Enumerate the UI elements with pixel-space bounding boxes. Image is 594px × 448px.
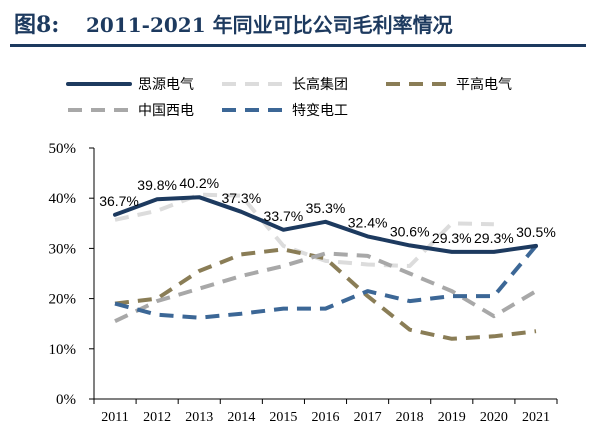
data-label: 33.7%: [264, 208, 304, 224]
y-tick-label: 30%: [49, 241, 77, 257]
data-label: 29.3%: [474, 230, 514, 246]
data-label: 30.5%: [516, 224, 556, 240]
data-label: 32.4%: [348, 214, 388, 230]
data-label: 30.6%: [390, 223, 430, 239]
x-tick-label: 2021: [522, 410, 550, 425]
legend-label-4: 特变电工: [292, 103, 348, 119]
y-tick-label: 10%: [49, 342, 77, 358]
data-label: 39.8%: [137, 177, 177, 193]
x-tick-label: 2016: [312, 410, 340, 425]
data-labels: 36.7%39.8% 40.2%37.3%33.7%35.3%32.4%30.6%…: [99, 175, 556, 246]
figure-title: 2011-2021 年同业可比公司毛利率情况: [86, 13, 453, 37]
x-tick-label: 2018: [396, 410, 424, 425]
series-line-2: [114, 247, 537, 341]
header-underline: [10, 44, 586, 47]
x-tick-label: 2020: [480, 410, 508, 425]
x-tick-label: 2012: [143, 410, 171, 425]
y-tick-label: 40%: [49, 191, 77, 207]
legend-label-2: 平高电气: [456, 76, 512, 93]
series-line-1: [114, 192, 494, 268]
data-label: 37.3%: [221, 190, 261, 206]
y-tick-label: 20%: [49, 292, 77, 308]
x-tick-label: 2013: [185, 410, 213, 425]
series-lines: [113, 192, 538, 341]
x-tick-label: 2019: [438, 410, 466, 425]
x-tick-labels: 2011 2012 2013 2014 2015 2016 2017 2018 2019 2020…: [93, 399, 558, 425]
data-label: 40.2%: [179, 175, 219, 191]
figure-number: 图8:: [14, 12, 59, 38]
legend-label-3: 中国西电: [138, 103, 194, 119]
x-tick-label: 2015: [269, 410, 297, 425]
legend-label-0: 思源电气: [138, 77, 194, 93]
data-label: 36.7%: [99, 193, 139, 209]
x-tick-label: 2011: [101, 410, 128, 425]
legend-label-1: 长高集团: [292, 76, 348, 93]
y-tick-label: 50%: [49, 141, 77, 157]
series-line-0: [113, 195, 538, 254]
data-label: 35.3%: [306, 200, 346, 216]
y-tick-labels: 0% 10% 20% 30% 40% 50%: [49, 141, 94, 408]
series-line-3: [114, 251, 538, 324]
data-label: 29.3%: [432, 230, 472, 246]
x-tick-label: 2017: [354, 410, 382, 425]
x-tick-label: 2014: [227, 410, 255, 425]
series-line-4: [114, 244, 538, 320]
y-tick-label: 0%: [56, 392, 76, 408]
